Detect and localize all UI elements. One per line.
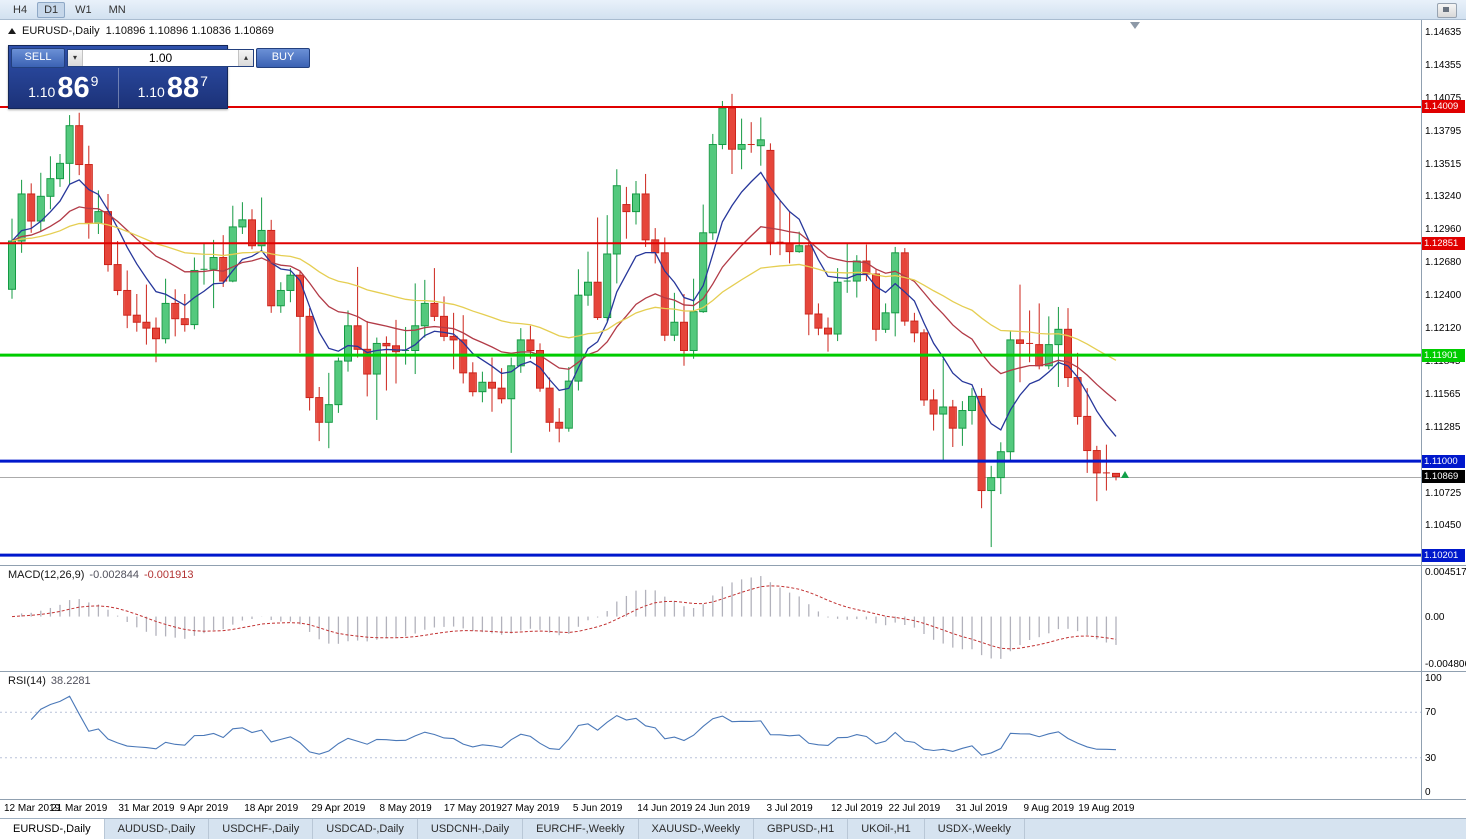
sell-price-pipette: 9 — [90, 73, 99, 89]
time-axis-label: 29 Apr 2019 — [311, 803, 366, 814]
volume-input[interactable] — [83, 50, 238, 66]
time-axis-label: 24 Jun 2019 — [694, 803, 750, 814]
time-axis-label: 31 Mar 2019 — [118, 803, 175, 814]
timeframe-button-d1[interactable]: D1 — [37, 1, 66, 18]
macd-signal-value: -0.001913 — [143, 569, 194, 581]
rsi-indicator-label: RSI(14) 38.2281 — [8, 675, 91, 687]
chart-symbol-period: EURUSD-,Daily — [22, 25, 100, 37]
tab-usdcad-daily[interactable]: USDCAD-,Daily — [313, 819, 418, 839]
toolbar-corner-button[interactable] — [1437, 3, 1457, 18]
time-axis-label: 5 Jun 2019 — [572, 803, 623, 814]
volume-decrease-button[interactable]: ▾ — [68, 50, 83, 66]
time-axis-label: 27 May 2019 — [501, 803, 560, 814]
buy-button[interactable]: BUY — [256, 48, 310, 68]
rsi-title: RSI(14) — [8, 675, 46, 687]
one-click-trading-panel: SELL ▾ ▴ BUY 1.10 86 9 1.10 88 7 — [8, 45, 310, 109]
chart-tab-bar: EURUSD-,Daily AUDUSD-,Daily USDCHF-,Dail… — [0, 818, 1466, 839]
chart-ohlc-values: 1.10896 1.10896 1.10836 1.10869 — [105, 25, 274, 37]
sell-price-prefix: 1.10 — [28, 84, 56, 100]
time-axis-label: 18 Apr 2019 — [244, 803, 299, 814]
macd-value: -0.002844 — [89, 569, 139, 581]
chart-shift-marker[interactable] — [1130, 22, 1140, 29]
rsi-value: 38.2281 — [50, 675, 91, 687]
time-axis-label: 22 Jul 2019 — [888, 803, 941, 814]
macd-title: MACD(12,26,9) — [8, 569, 85, 581]
buy-price-big-digits: 88 — [166, 72, 200, 104]
tab-eurchf-weekly[interactable]: EURCHF-,Weekly — [523, 819, 639, 839]
tab-eurusd-daily[interactable]: EURUSD-,Daily — [0, 819, 105, 839]
buy-price-prefix: 1.10 — [137, 84, 165, 100]
latest-price-arrow — [1121, 471, 1129, 478]
tab-usdx-weekly[interactable]: USDX-,Weekly — [925, 819, 1025, 839]
volume-increase-button[interactable]: ▴ — [238, 50, 253, 66]
one-click-collapse-icon[interactable] — [8, 28, 16, 34]
price-chart-canvas[interactable] — [0, 0, 1466, 800]
time-axis-label: 12 Jul 2019 — [830, 803, 883, 814]
chart-info-line: EURUSD-,Daily 1.10896 1.10896 1.10836 1.… — [8, 25, 274, 37]
time-axis-label: 9 Apr 2019 — [179, 803, 229, 814]
time-axis-label: 19 Aug 2019 — [1078, 803, 1135, 814]
volume-box: ▾ ▴ — [67, 49, 254, 67]
tab-xauusd-weekly[interactable]: XAUUSD-,Weekly — [639, 819, 754, 839]
sell-button[interactable]: SELL — [11, 48, 65, 68]
time-axis-label: 9 Aug 2019 — [1023, 803, 1075, 814]
timeframe-toolbar: H4 D1 W1 MN — [0, 0, 1466, 20]
timeframe-button-h4[interactable]: H4 — [13, 3, 28, 16]
sell-price-big-digits: 86 — [57, 72, 90, 104]
tab-audusd-daily[interactable]: AUDUSD-,Daily — [105, 819, 210, 839]
tab-usdchf-daily[interactable]: USDCHF-,Daily — [209, 819, 314, 839]
time-axis-label: 14 Jun 2019 — [637, 803, 693, 814]
sell-price-display[interactable]: 1.10 86 9 — [9, 68, 118, 108]
time-axis-label: 31 Jul 2019 — [955, 803, 1008, 814]
time-axis-label: 17 May 2019 — [443, 803, 502, 814]
tab-ukoil-h1[interactable]: UKOil-,H1 — [848, 819, 925, 839]
buy-price-display[interactable]: 1.10 88 7 — [117, 68, 228, 108]
timeframe-button-mn[interactable]: MN — [108, 3, 126, 16]
time-axis-label: 12 Mar 2019 — [4, 803, 61, 814]
buy-price-pipette: 7 — [200, 73, 208, 89]
time-axis-label: 8 May 2019 — [379, 803, 432, 814]
time-axis-label: 21 Mar 2019 — [51, 803, 108, 814]
timeframe-button-w1[interactable]: W1 — [75, 3, 92, 16]
tab-usdcnh-daily[interactable]: USDCNH-,Daily — [418, 819, 524, 839]
tab-gbpusd-h1[interactable]: GBPUSD-,H1 — [754, 819, 849, 839]
macd-indicator-label: MACD(12,26,9) -0.002844 -0.001913 — [8, 569, 194, 581]
time-axis-label: 3 Jul 2019 — [766, 803, 813, 814]
